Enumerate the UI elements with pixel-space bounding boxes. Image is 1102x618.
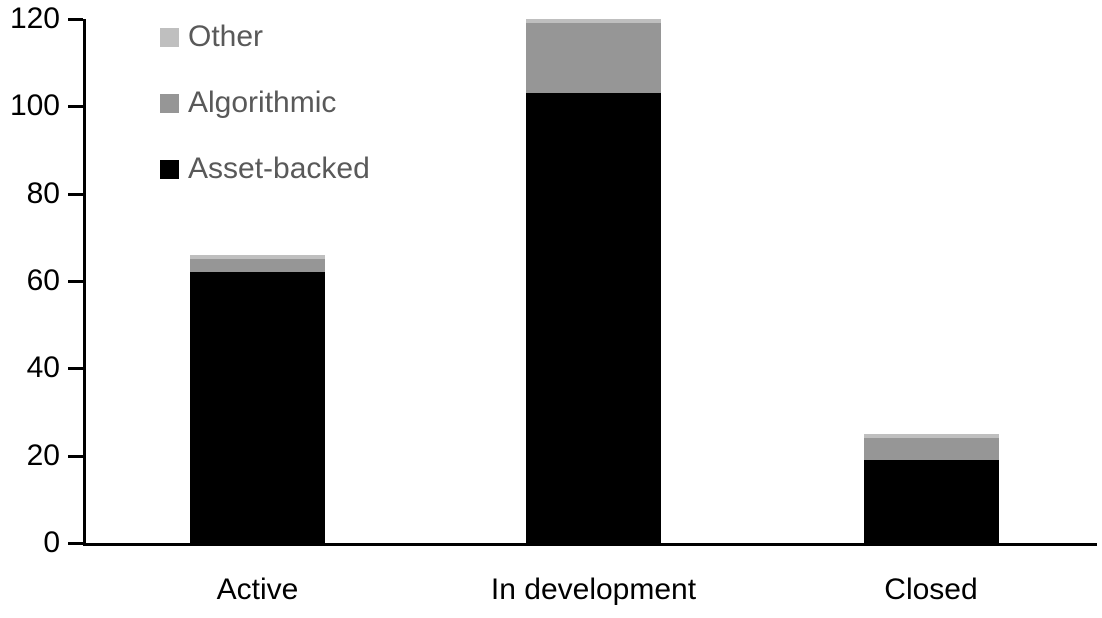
y-axis-tick-label: 80 (26, 176, 60, 210)
x-axis-category-label-in-development: In development (490, 573, 697, 606)
y-axis-tick (68, 542, 83, 545)
legend-swatch-other (160, 27, 179, 47)
x-axis-line (83, 543, 1097, 546)
bar-segment-in-development-other (526, 19, 661, 24)
bar-segment-closed-asset-backed (863, 460, 999, 543)
bar-segment-active-algorithmic (190, 259, 325, 273)
x-axis-category-label-active: Active (216, 573, 299, 606)
y-axis-line (83, 19, 86, 546)
bar-segment-closed-algorithmic (863, 438, 999, 461)
y-axis-tick-label: 60 (26, 264, 60, 297)
y-axis-tick (68, 280, 83, 283)
bar-segment-in-development-asset-backed (526, 93, 661, 543)
bar-segment-active-other (190, 254, 325, 260)
bar-segment-active-asset-backed (190, 272, 325, 543)
y-axis-tick-label: 0 (43, 526, 60, 559)
y-axis-tick (68, 367, 83, 371)
legend-item-other: Other (160, 19, 263, 55)
y-axis-tick-label: 100 (9, 89, 60, 123)
y-axis-tick (68, 105, 83, 109)
bar-segment-in-development-algorithmic (526, 23, 661, 94)
legend-label-algorithmic: Algorithmic (188, 86, 337, 119)
legend-swatch-asset-backed (160, 159, 179, 179)
legend-item-asset-backed: Asset-backed (160, 151, 370, 187)
y-axis-tick-label: 40 (26, 351, 60, 385)
bar-segment-closed-other (863, 433, 999, 439)
y-axis-tick (68, 454, 83, 458)
legend-label-asset-backed: Asset-backed (188, 152, 370, 185)
y-axis-tick (68, 192, 83, 196)
y-axis-tick-label: 120 (9, 2, 60, 35)
legend-label-other: Other (188, 20, 264, 53)
y-axis-tick (68, 18, 83, 21)
legend-item-algorithmic: Algorithmic (160, 85, 336, 121)
legend-swatch-algorithmic (160, 93, 179, 113)
y-axis-tick-label: 20 (26, 438, 60, 472)
x-axis-category-label-closed: Closed (884, 573, 978, 606)
